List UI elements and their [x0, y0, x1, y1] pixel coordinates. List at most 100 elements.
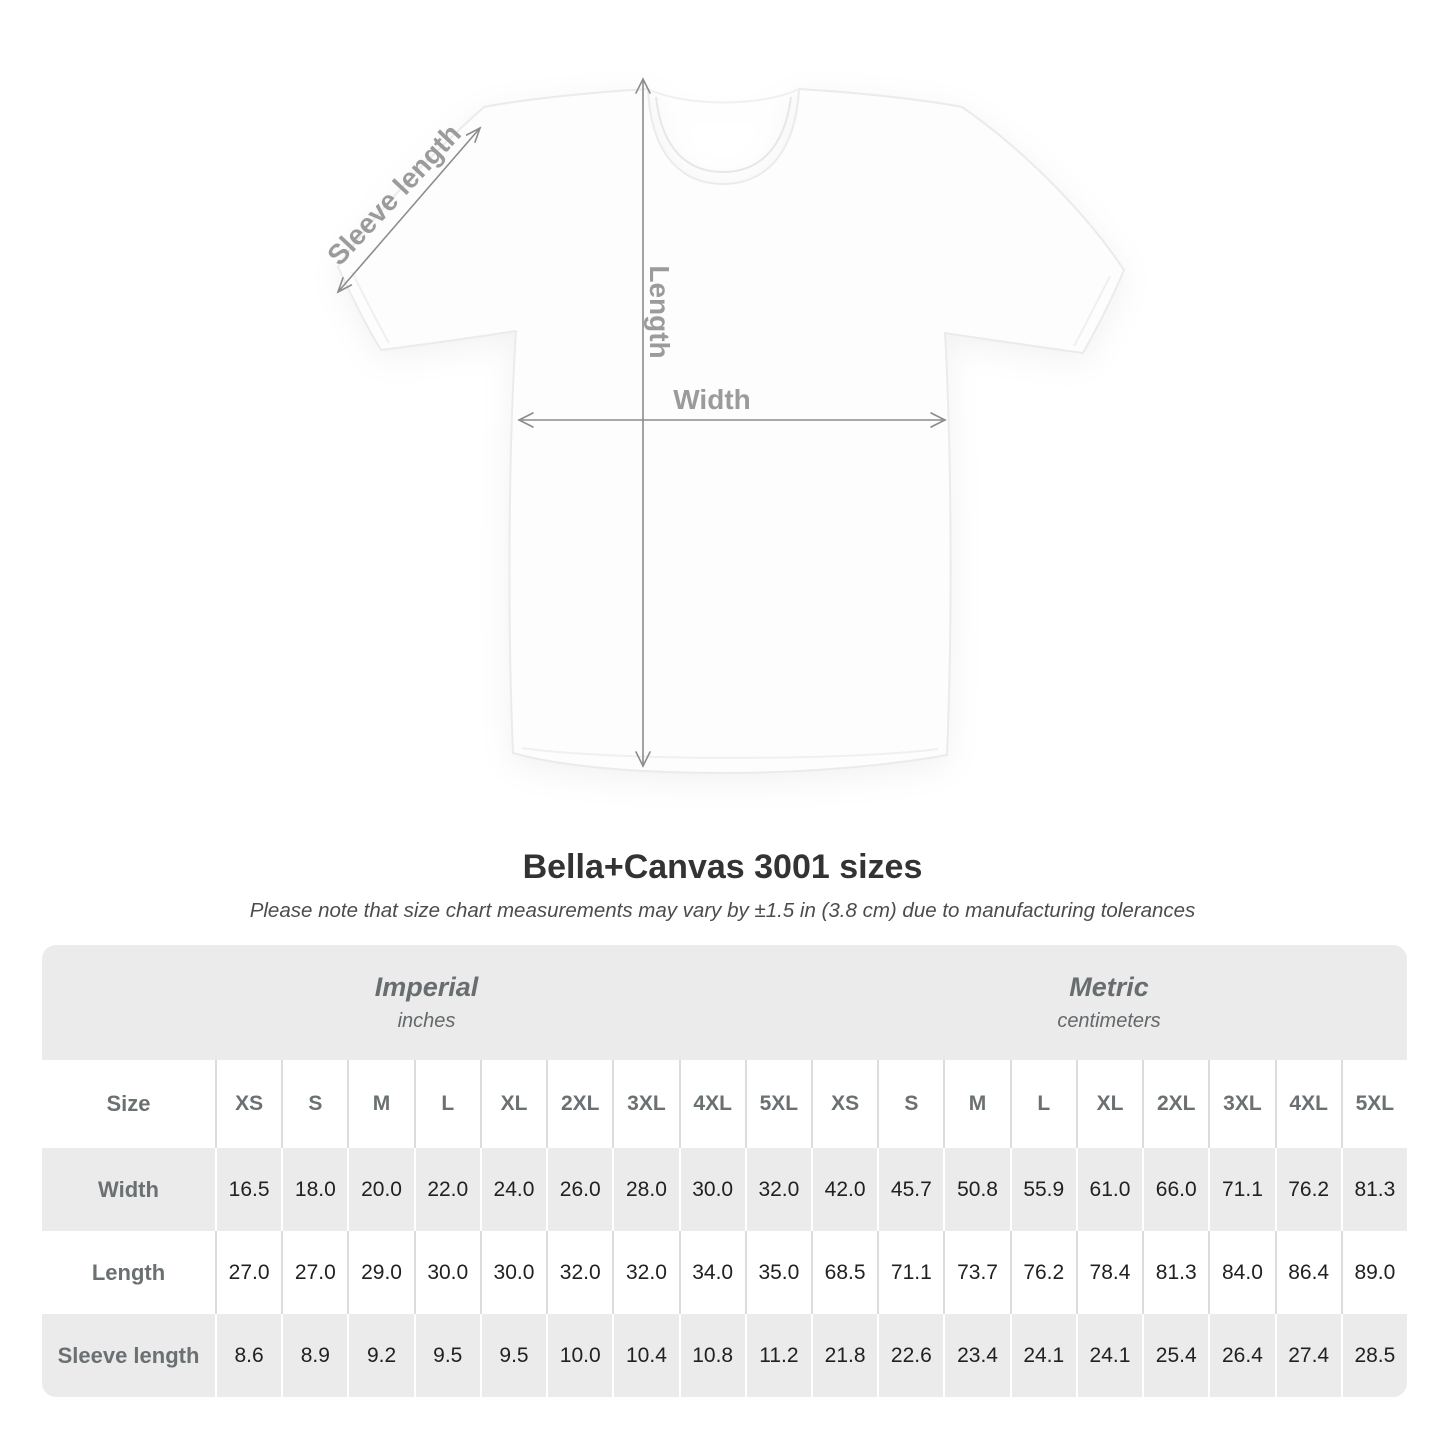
table-row: Sleeve length 8.6 8.9 9.2 9.5 9.5 10.0 10.4 10.8… [42, 1314, 1407, 1397]
value-cell: 11.2 [744, 1314, 811, 1397]
value-cell: 9.5 [413, 1314, 480, 1397]
unit-header-band: Imperial inches Metric centimeters [42, 945, 1407, 1060]
value-cell: 45.7 [877, 1148, 944, 1231]
value-cell: 10.0 [546, 1314, 613, 1397]
value-cell: 29.0 [347, 1231, 414, 1314]
table-row: Width 16.5 18.0 20.0 22.0 24.0 26.0 28.0 30.0 32.… [42, 1148, 1407, 1231]
value-cell: 61.0 [1075, 1148, 1143, 1231]
tshirt-diagram-svg: Width Length Sleeve length [321, 77, 1125, 774]
value-cell: 21.8 [810, 1314, 878, 1397]
size-column-header: Size [42, 1060, 215, 1148]
row-label: Sleeve length [42, 1314, 215, 1397]
width-arrow [517, 412, 947, 428]
value-cell: 27.4 [1274, 1314, 1341, 1397]
value-cell: 18.0 [281, 1148, 348, 1231]
size-header-imperial-3xl: 3XL [612, 1060, 679, 1148]
value-cell: 76.2 [1009, 1231, 1076, 1314]
value-cell: 20.0 [347, 1148, 414, 1231]
value-cell: 30.0 [678, 1148, 745, 1231]
size-header-metric-xl: XL [1075, 1060, 1143, 1148]
hem-seam [521, 747, 939, 759]
value-cell: 28.5 [1340, 1314, 1407, 1397]
value-cell: 10.4 [612, 1314, 679, 1397]
value-cell: 32.0 [744, 1148, 811, 1231]
tolerance-note: Please note that size chart measurements… [249, 899, 1196, 923]
table-row: Length 27.0 27.0 29.0 30.0 30.0 32.0 32.0 34.0 35… [42, 1231, 1407, 1314]
value-cell: 27.0 [281, 1231, 348, 1314]
size-header-metric-l: L [1009, 1060, 1076, 1148]
value-cell: 24.1 [1075, 1314, 1143, 1397]
tshirt-silhouette [337, 88, 1125, 774]
value-cell: 81.3 [1142, 1231, 1209, 1314]
value-cell: 24.0 [479, 1148, 547, 1231]
size-header-imperial-l: L [413, 1060, 480, 1148]
imperial-label: Imperial [374, 972, 479, 1002]
value-cell: 50.8 [943, 1148, 1010, 1231]
size-header-imperial-2xl: 2XL [546, 1060, 613, 1148]
value-cell: 26.0 [546, 1148, 613, 1231]
size-header-metric-xs: XS [810, 1060, 878, 1148]
value-cell: 55.9 [1009, 1148, 1076, 1231]
value-cell: 66.0 [1142, 1148, 1209, 1231]
size-header-imperial-s: S [281, 1060, 348, 1148]
length-arrow [635, 77, 651, 768]
row-label: Length [42, 1231, 215, 1314]
left-cuff-seam [351, 271, 390, 344]
size-header-imperial-4xl: 4XL [678, 1060, 745, 1148]
value-cell: 76.2 [1274, 1148, 1341, 1231]
value-cell: 30.0 [413, 1231, 480, 1314]
value-cell: 86.4 [1274, 1231, 1341, 1314]
size-header-metric-5xl: 5XL [1340, 1060, 1407, 1148]
value-cell: 8.9 [281, 1314, 348, 1397]
value-cell: 22.6 [877, 1314, 944, 1397]
size-header-imperial-xl: XL [479, 1060, 547, 1148]
size-header-imperial-xs: XS [215, 1060, 282, 1148]
metric-label: Metric [1069, 972, 1149, 1002]
page-title: Bella+Canvas 3001 sizes [522, 848, 923, 886]
tshirt-measurement-diagram: Width Length Sleeve length [321, 77, 1125, 774]
collar-inner-line [655, 96, 792, 174]
size-table-grid: Size XS S M L XL 2XL 3XL 4XL 5XL XS S M L XL 2XL 3XL 4XL 5… [42, 1060, 1407, 1397]
value-cell: 24.1 [1009, 1314, 1076, 1397]
size-chart-table: Imperial inches Metric centimeters Size X… [42, 945, 1407, 1397]
value-cell: 34.0 [678, 1231, 745, 1314]
imperial-unit-label: inches [397, 1010, 456, 1032]
value-cell: 42.0 [810, 1148, 878, 1231]
value-cell: 71.1 [877, 1231, 944, 1314]
length-dimension-label: Length [644, 265, 675, 358]
value-cell: 30.0 [479, 1231, 547, 1314]
value-cell: 32.0 [612, 1231, 679, 1314]
size-header-metric-m: M [943, 1060, 1010, 1148]
value-cell: 25.4 [1142, 1314, 1209, 1397]
value-cell: 8.6 [215, 1314, 282, 1397]
tshirt-graphic [337, 88, 1125, 774]
value-cell: 71.1 [1208, 1148, 1275, 1231]
width-dimension-label: Width [673, 384, 751, 415]
size-header-metric-2xl: 2XL [1142, 1060, 1209, 1148]
value-cell: 23.4 [943, 1314, 1010, 1397]
size-header-metric-3xl: 3XL [1208, 1060, 1275, 1148]
size-header-imperial-5xl: 5XL [744, 1060, 811, 1148]
value-cell: 22.0 [413, 1148, 480, 1231]
row-label: Width [42, 1148, 215, 1231]
value-cell: 9.2 [347, 1314, 414, 1397]
value-cell: 73.7 [943, 1231, 1010, 1314]
value-cell: 68.5 [810, 1231, 878, 1314]
size-header-imperial-m: M [347, 1060, 414, 1148]
size-header-metric-s: S [877, 1060, 944, 1148]
value-cell: 78.4 [1075, 1231, 1143, 1314]
imperial-header: Imperial inches [42, 945, 811, 1060]
value-cell: 35.0 [744, 1231, 811, 1314]
value-cell: 10.8 [678, 1314, 745, 1397]
value-cell: 89.0 [1340, 1231, 1407, 1314]
right-cuff-seam [1073, 275, 1111, 347]
back-neck-line [647, 88, 800, 104]
value-cell: 16.5 [215, 1148, 282, 1231]
sleeve-length-arrow [336, 126, 482, 294]
value-cell: 27.0 [215, 1231, 282, 1314]
value-cell: 28.0 [612, 1148, 679, 1231]
value-cell: 9.5 [479, 1314, 547, 1397]
metric-header: Metric centimeters [811, 945, 1407, 1060]
value-cell: 26.4 [1208, 1314, 1275, 1397]
metric-unit-label: centimeters [1057, 1010, 1161, 1032]
